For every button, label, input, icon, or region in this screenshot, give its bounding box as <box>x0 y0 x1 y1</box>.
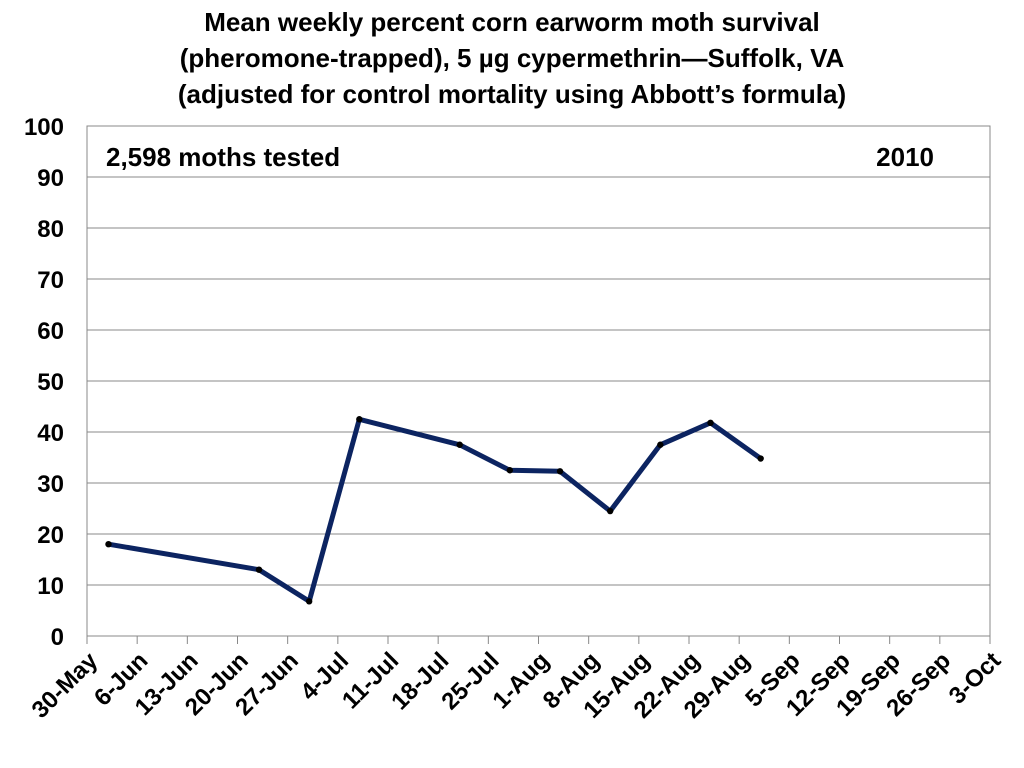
data-point <box>657 441 664 448</box>
data-point <box>456 441 463 448</box>
data-point <box>356 416 363 423</box>
y-tick-label: 0 <box>51 624 64 651</box>
x-axis-tick-labels: 30-May6-Jun13-Jun20-Jun27-Jun4-Jul11-Jul… <box>27 647 1007 724</box>
chart-title-line-1: Mean weekly percent corn earworm moth su… <box>204 7 820 37</box>
y-tick-label: 80 <box>37 216 64 243</box>
gridlines <box>87 125 990 637</box>
y-tick-label: 70 <box>37 267 64 294</box>
chart-title-line-3: (adjusted for control mortality using Ab… <box>177 79 847 109</box>
x-tick-label: 3-Oct <box>944 647 1006 709</box>
data-point <box>757 455 764 462</box>
data-point <box>105 541 112 548</box>
y-axis-tick-labels: 0 10 20 30 40 50 60 70 80 90 100 <box>24 114 64 651</box>
chart-title-line-2: (pheromone-trapped), 5 µg cypermethrin—S… <box>179 43 845 73</box>
x-axis-ticks <box>86 636 991 644</box>
y-tick-label: 60 <box>37 318 64 345</box>
y-tick-label: 20 <box>37 522 64 549</box>
annotation-moths-tested: 2,598 moths tested <box>106 142 340 172</box>
data-point <box>255 566 263 573</box>
data-point <box>556 468 564 475</box>
y-tick-label: 100 <box>24 114 64 141</box>
x-tick-label: 1-Aug <box>488 647 555 714</box>
annotation-year: 2010 <box>876 142 934 172</box>
series-group <box>105 416 764 605</box>
data-point <box>707 419 714 427</box>
data-point <box>606 507 614 515</box>
y-tick-label: 30 <box>37 471 64 498</box>
y-tick-label: 90 <box>37 165 64 192</box>
data-point <box>305 598 313 605</box>
x-tick-label: 25-Jul <box>436 647 504 715</box>
y-tick-label: 10 <box>37 573 64 600</box>
y-tick-label: 50 <box>37 369 64 396</box>
x-tick-label: 30-May <box>27 647 104 724</box>
chart-title: Mean weekly percent corn earworm moth su… <box>0 4 1024 112</box>
data-point <box>506 467 514 474</box>
y-tick-label: 40 <box>37 420 64 447</box>
